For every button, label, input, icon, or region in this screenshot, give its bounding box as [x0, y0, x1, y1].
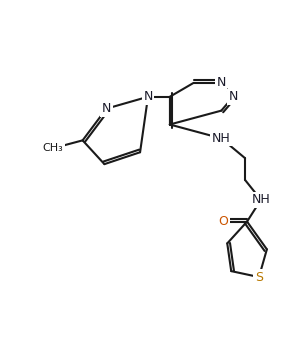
- Text: CH₃: CH₃: [43, 143, 63, 153]
- Text: N: N: [229, 90, 238, 103]
- Text: NH: NH: [212, 132, 231, 145]
- Text: NH: NH: [252, 193, 270, 206]
- Text: N: N: [143, 90, 153, 103]
- Text: S: S: [255, 271, 263, 284]
- Text: N: N: [217, 77, 226, 89]
- Text: N: N: [102, 102, 111, 115]
- Text: O: O: [218, 215, 228, 228]
